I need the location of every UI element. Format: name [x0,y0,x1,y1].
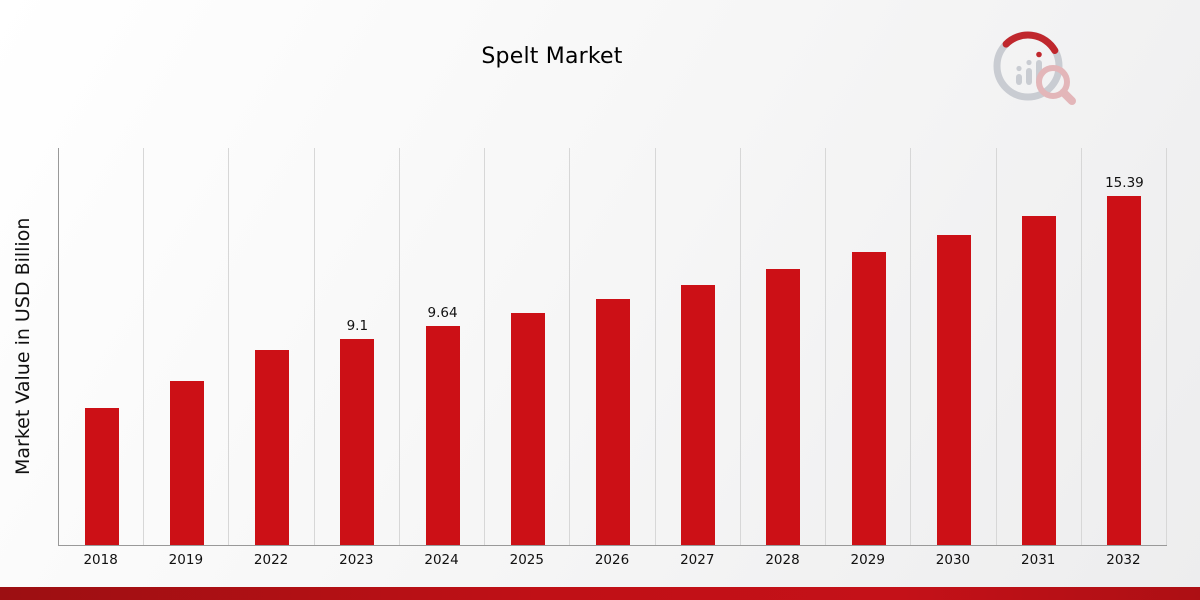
x-tick-2018: 2018 [83,552,118,568]
bar-2026 [596,299,631,545]
bar-2018 [84,407,119,545]
x-tick-2022: 2022 [253,552,289,568]
y-axis-label: Market Value in USD Billion [12,217,34,476]
bar-slot-2023: 9.1 [315,148,400,545]
footer-red-strip [0,587,1200,600]
bar-2031 [1022,216,1057,545]
bar-value-label-2032: 15.39 [1105,174,1144,191]
x-tick-2024: 2024 [424,552,459,568]
plot-slots: 9.1 9.64 15.39 [59,148,1167,545]
x-tick-2026: 2026 [594,552,630,568]
bar-slot-2025 [485,148,570,545]
x-tick-2023: 2023 [339,552,374,568]
bar-slot-2027 [656,148,741,545]
company-logo [993,31,1076,105]
bar-value-label-2023: 9.1 [346,317,369,334]
bar-2027 [681,284,716,545]
x-tick-2028: 2028 [765,552,800,568]
bar-slot-2019 [144,148,229,545]
bar-slot-2032: 15.39 [1082,148,1167,545]
bar-value-label-2024: 9.64 [427,305,458,322]
x-tick-2029: 2029 [850,552,885,568]
x-tick-2027: 2027 [680,552,715,568]
bar-slot-2022 [229,148,314,545]
x-tick-2032: 2032 [1106,552,1141,568]
bar-2030 [936,234,971,545]
bar-slot-2018 [59,148,144,545]
bar-2023 [340,338,375,545]
bar-2025 [510,313,545,545]
magnifier-icon [1036,65,1076,105]
x-tick-2019: 2019 [168,552,204,568]
bar-slot-2031 [997,148,1082,545]
bar-slot-2030 [911,148,996,545]
bar-slot-2026 [570,148,655,545]
bar-2032 [1107,195,1142,545]
page-title: Spelt Market [481,44,623,69]
x-tick-2030: 2030 [935,552,971,568]
x-tick-2025: 2025 [509,552,544,568]
bar-2028 [766,268,801,545]
bar-slot-2029 [826,148,911,545]
bar-2029 [851,252,886,545]
bar-slot-2028 [741,148,826,545]
bar-2019 [169,380,204,545]
x-axis-labels: 2018 2019 2022 2023 2024 2025 2026 2027 2028 2029… [58,552,1166,568]
bar-2024 [425,326,460,545]
x-tick-2031: 2031 [1021,552,1056,568]
plot-area: 9.1 9.64 15.39 [58,148,1167,546]
bar-2022 [255,349,290,545]
bar-slot-2024: 9.64 [400,148,485,545]
